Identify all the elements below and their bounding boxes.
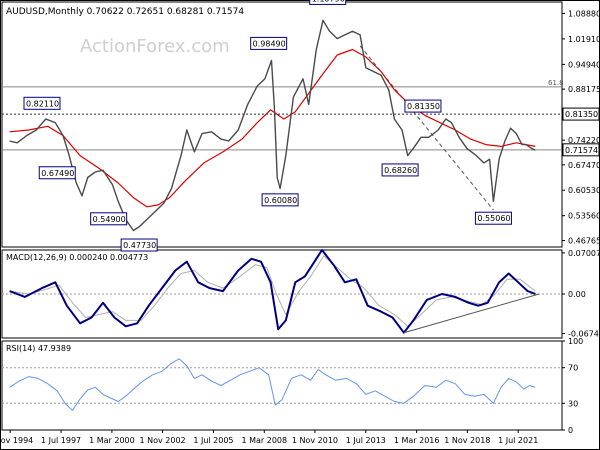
price-ytick-label: 0.88175 [568, 85, 600, 94]
price-annotation-label: 0.82110 [26, 99, 59, 108]
x-tick-label: 1 Jul 2005 [193, 436, 233, 445]
rsi-title: RSI(14) 47.9389 [6, 344, 71, 353]
price-annotation-box [90, 212, 128, 226]
price-annotation-box [381, 163, 419, 177]
price-ytick-label: 0.67470 [568, 161, 600, 170]
price-ytick-label: 0.60530 [568, 186, 600, 195]
price-level-tag [562, 143, 600, 157]
price-annotation-label: 0.98490 [253, 39, 286, 48]
x-tick-label: 1 Nov 2010 [292, 436, 338, 445]
price-annotation-label: 0.47730 [123, 241, 156, 250]
macd-ytick-label: -0.067423 [568, 330, 600, 339]
macd-signal-line [9, 255, 536, 327]
price-ytick-label: 0.94940 [568, 60, 600, 69]
price-annotation-label: 0.54900 [93, 215, 126, 224]
price-annotation-box [250, 36, 288, 50]
panel-frame-rsi [1, 340, 563, 431]
chart-header: AUDUSD,Monthly 0.70622 0.72651 0.68281 0… [6, 7, 244, 17]
price-level-tag-label: 0.71574 [565, 146, 598, 155]
x-tick-label: 1 Nov 1994 [0, 436, 33, 445]
price-line [9, 19, 536, 232]
price-annotation-label: 0.68260 [384, 166, 417, 175]
x-tick-label: 1 Nov 2018 [444, 436, 490, 445]
price-annotation-box [309, 0, 347, 5]
rsi-line [9, 358, 536, 411]
macd-line [9, 249, 536, 334]
x-tick-label: 1 Jul 1997 [41, 436, 81, 445]
price-annotation-label: 0.67490 [41, 169, 74, 178]
price-annotation-box [261, 193, 299, 207]
x-tick-label: 1 Nov 2002 [139, 436, 185, 445]
watermark: ActionForex.com [80, 36, 230, 57]
sma-line [9, 48, 536, 208]
x-tick-label: 1 Jul 2013 [346, 436, 386, 445]
price-annotation-box [120, 238, 158, 252]
price-annotation-box [38, 166, 76, 180]
price-ytick-label: 1.08880 [568, 9, 600, 18]
price-level-tag-label: 0.81350 [565, 110, 598, 119]
price-ytick-label: 1.01910 [568, 35, 600, 44]
price-ytick-label: 0.46765 [568, 237, 600, 246]
price-annotation-box [23, 96, 61, 110]
price-annotation-label: 0.60080 [264, 196, 297, 205]
price-annotation-box [474, 211, 512, 225]
rsi-ytick-label: 70 [568, 364, 578, 373]
price-annotation-label: 0.81350 [407, 102, 440, 111]
macd-ytick-label: 0.00 [568, 290, 586, 299]
price-ytick-label: 0.53560 [568, 212, 600, 221]
panel-frame-price [1, 1, 563, 248]
macd-title: MACD(12,26,9) 0.000240 0.004773 [6, 253, 148, 262]
price-annotation-label: 1.10790 [312, 0, 345, 3]
macd-ytick-label: 0.070071 [568, 249, 600, 258]
rsi-ytick-label: 0 [568, 426, 573, 435]
fib-level-label: 61.8 [548, 79, 564, 87]
price-ytick-label: 0.74220 [568, 136, 600, 145]
macd-trendline [403, 293, 540, 334]
x-tick-label: 1 Mar 2008 [241, 436, 287, 445]
rsi-ytick-label: 100 [568, 337, 583, 346]
price-annotation-label: 0.55060 [477, 214, 510, 223]
price-level-tag [562, 107, 600, 121]
rsi-ytick-label: 30 [568, 399, 578, 408]
x-tick-label: 1 Mar 2016 [394, 436, 440, 445]
x-tick-label: 1 Mar 2000 [89, 436, 135, 445]
price-annotation-box [404, 99, 442, 113]
x-tick-label: 1 Jul 2021 [498, 436, 538, 445]
